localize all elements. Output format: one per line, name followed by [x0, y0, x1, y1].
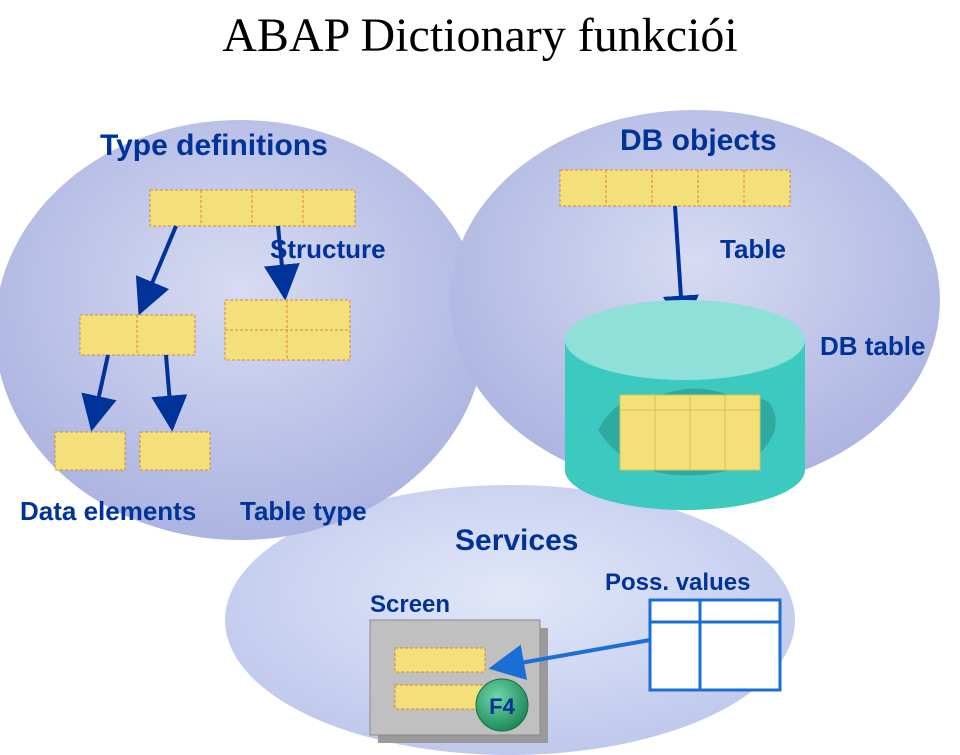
db-objects-row: [560, 170, 790, 206]
screen-label: Screen: [370, 591, 450, 618]
table-label: Table: [720, 234, 786, 264]
poss-values-label: Poss. values: [605, 569, 750, 596]
structure-label: Structure: [270, 234, 386, 264]
poss-values-box: [650, 600, 780, 690]
structure-row: [150, 190, 355, 226]
tree-left-box: [80, 315, 195, 355]
de-leaf-2: [140, 432, 210, 470]
svg-text:F4: F4: [489, 694, 515, 719]
de-leaf-1: [55, 432, 125, 470]
type-definitions-label: Type definitions: [100, 129, 328, 162]
diagram-canvas: Type definitions DB objects Structure Ta…: [0, 0, 960, 755]
tree-right-box: [225, 300, 350, 360]
data-elements-label: Data elements: [20, 496, 196, 526]
screen-box: [370, 620, 548, 743]
db-table-grid: [620, 395, 760, 470]
f4-badge: F4: [476, 679, 528, 731]
table-type-label: Table type: [240, 496, 367, 526]
services-label: Services: [455, 524, 578, 557]
db-table-label: DB table: [820, 331, 925, 361]
db-objects-label: DB objects: [620, 124, 777, 157]
